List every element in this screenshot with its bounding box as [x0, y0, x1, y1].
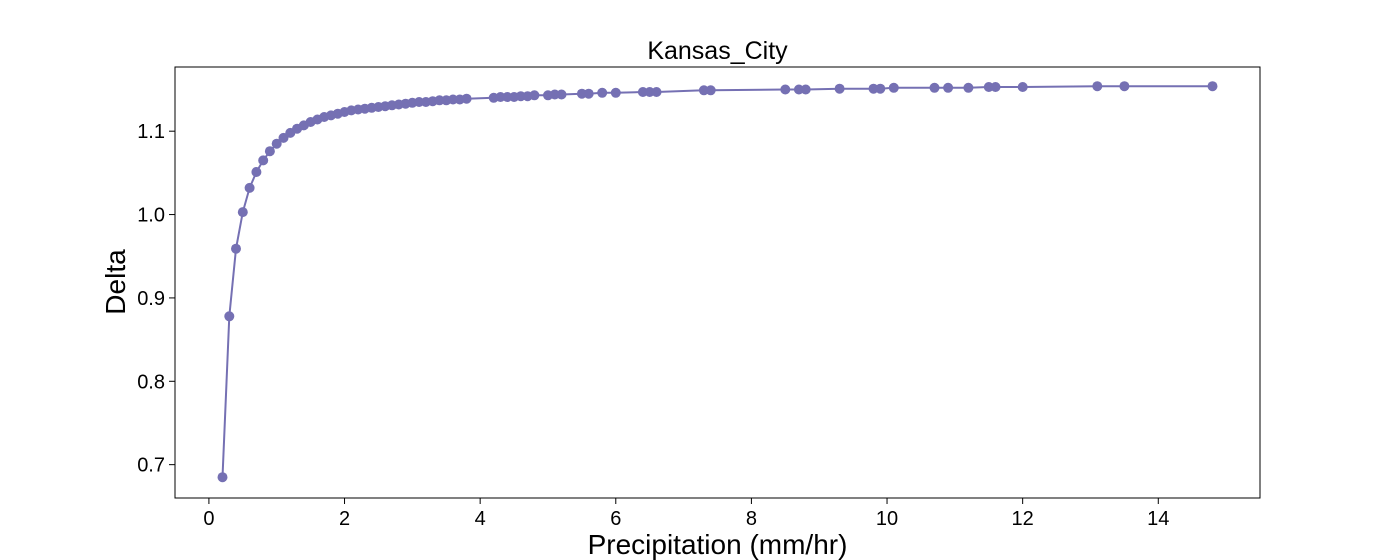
data-point [237, 207, 248, 218]
data-point [834, 83, 845, 94]
y-tick-label: 0.8 [137, 371, 165, 393]
data-point [1017, 82, 1028, 92]
y-tick-label: 1.1 [137, 121, 165, 143]
data-point [264, 146, 275, 157]
x-tick-label: 4 [475, 508, 486, 530]
x-tick-label: 8 [746, 508, 757, 530]
y-tick-label: 1.0 [137, 205, 165, 227]
data-point [1092, 81, 1103, 92]
plot-area [174, 66, 1261, 499]
chart-title: Kansas_City [647, 37, 788, 65]
x-tick-label: 10 [876, 508, 898, 530]
data-point [705, 85, 716, 96]
data-point [597, 87, 608, 98]
y-tick-label: 0.7 [137, 455, 165, 477]
x-tick-label: 14 [1147, 508, 1169, 530]
data-point [990, 82, 1001, 92]
data-point [271, 138, 282, 149]
x-axis: 0 2 4 6 8 10 12 14 [203, 498, 1169, 530]
x-axis-title: Precipitation (mm/hr) [588, 529, 848, 560]
data-point [529, 90, 540, 101]
x-tick-label: 0 [203, 508, 214, 530]
data-point [217, 472, 228, 483]
data-point [929, 82, 940, 93]
data-point [258, 155, 269, 166]
data-point [231, 243, 241, 254]
y-tick-label: 0.9 [137, 288, 165, 310]
data-point [1207, 81, 1218, 92]
data-point [780, 84, 791, 95]
series-markers [217, 81, 1218, 483]
data-point [800, 84, 811, 95]
data-point [875, 83, 886, 94]
data-point [583, 88, 594, 99]
x-tick-label: 6 [610, 508, 621, 530]
data-point [224, 311, 235, 322]
data-point [461, 93, 472, 104]
data-point [651, 87, 662, 97]
y-axis-title: Delta [100, 249, 131, 315]
data-point [251, 167, 262, 177]
x-tick-label: 12 [1012, 508, 1034, 530]
x-tick-label: 2 [339, 508, 350, 530]
data-point [963, 82, 974, 93]
data-point [943, 82, 954, 93]
data-point [888, 82, 899, 93]
data-point [244, 182, 255, 193]
data-point [610, 87, 621, 98]
data-point [556, 89, 567, 100]
y-axis: 0.7 0.8 0.9 1.0 1.1 [137, 121, 175, 477]
data-point [1119, 81, 1130, 92]
